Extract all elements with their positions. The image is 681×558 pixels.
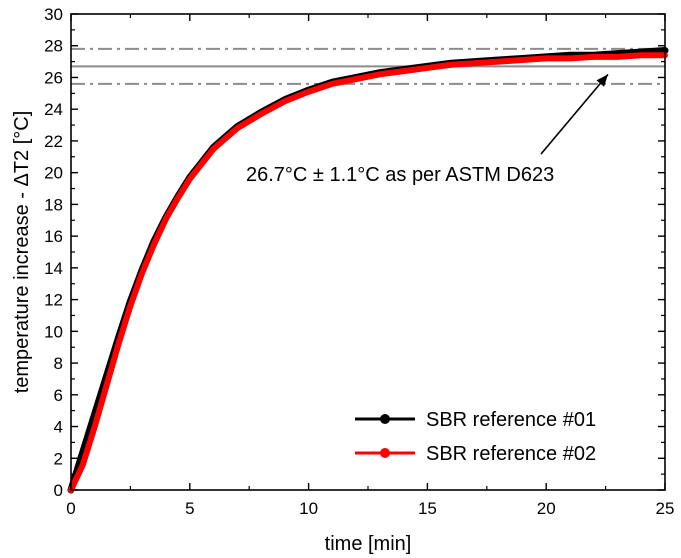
legend: SBR reference #01 SBR reference #02 xyxy=(355,409,596,465)
y-tick-label: 2 xyxy=(54,449,63,468)
legend-label-series-01: SBR reference #01 xyxy=(426,409,596,431)
data-point xyxy=(377,71,383,77)
y-tick-label: 22 xyxy=(44,132,63,151)
y-tick-label: 6 xyxy=(54,386,63,405)
y-axis-title: temperature increase - ΔT2 [°C] xyxy=(11,111,33,394)
annotation-arrow-head xyxy=(596,74,608,87)
y-tick-label: 20 xyxy=(44,164,63,183)
y-tick-label: 0 xyxy=(54,481,63,500)
reference-lines xyxy=(71,47,665,85)
data-point xyxy=(401,68,407,74)
y-tick-label: 12 xyxy=(44,291,63,310)
x-tick-label: 5 xyxy=(185,499,194,518)
data-point xyxy=(187,176,193,182)
x-tick-label: 10 xyxy=(299,499,318,518)
x-tick-label: 25 xyxy=(656,499,675,518)
data-point xyxy=(163,216,169,222)
y-tick-label: 26 xyxy=(44,68,63,87)
annotation-arrow-line xyxy=(540,73,609,155)
data-point xyxy=(306,89,312,95)
annotation: 26.7°C ± 1.1°C as per ASTM D623 xyxy=(246,73,609,186)
x-axis-title: time [min] xyxy=(325,533,412,555)
data-point xyxy=(329,81,335,87)
data-point xyxy=(116,341,122,347)
y-tick-label: 10 xyxy=(44,322,63,341)
y-tick-label: 4 xyxy=(54,418,63,437)
y-tick-label: 8 xyxy=(54,354,63,373)
data-point xyxy=(234,125,240,131)
y-tick-label: 28 xyxy=(44,37,63,56)
legend-label-series-02: SBR reference #02 xyxy=(426,443,596,465)
y-tick-label: 14 xyxy=(44,259,63,278)
data-point xyxy=(139,270,145,276)
annotation-text: 26.7°C ± 1.1°C as per ASTM D623 xyxy=(246,164,554,186)
data-point xyxy=(151,241,157,247)
legend-marker-2 xyxy=(380,448,390,458)
x-tick-label: 15 xyxy=(418,499,437,518)
y-tick-label: 30 xyxy=(44,5,63,24)
y-tick-label: 24 xyxy=(44,100,63,119)
data-point xyxy=(591,54,597,60)
x-tick-label: 20 xyxy=(537,499,556,518)
legend-marker-1 xyxy=(380,414,390,424)
data-point xyxy=(80,462,86,468)
data-point xyxy=(104,382,110,388)
series-layer xyxy=(67,46,669,494)
x-tick-label: 0 xyxy=(66,499,75,518)
data-point xyxy=(519,57,525,63)
data-point xyxy=(496,59,502,65)
data-point xyxy=(353,76,359,82)
data-point xyxy=(638,52,644,58)
y-tick-label: 16 xyxy=(44,227,63,246)
data-point xyxy=(175,195,181,201)
series-points-2 xyxy=(68,52,668,493)
data-point xyxy=(424,65,430,71)
data-point xyxy=(543,55,549,61)
data-point xyxy=(92,424,98,430)
data-point xyxy=(282,98,288,104)
y-tick-label: 18 xyxy=(44,195,63,214)
data-point xyxy=(258,111,264,117)
axis-ticks xyxy=(70,13,666,491)
data-point xyxy=(472,60,478,66)
data-point xyxy=(448,62,454,68)
data-point xyxy=(567,55,573,61)
data-point xyxy=(211,146,217,152)
data-point xyxy=(127,303,133,309)
data-point xyxy=(614,54,620,60)
